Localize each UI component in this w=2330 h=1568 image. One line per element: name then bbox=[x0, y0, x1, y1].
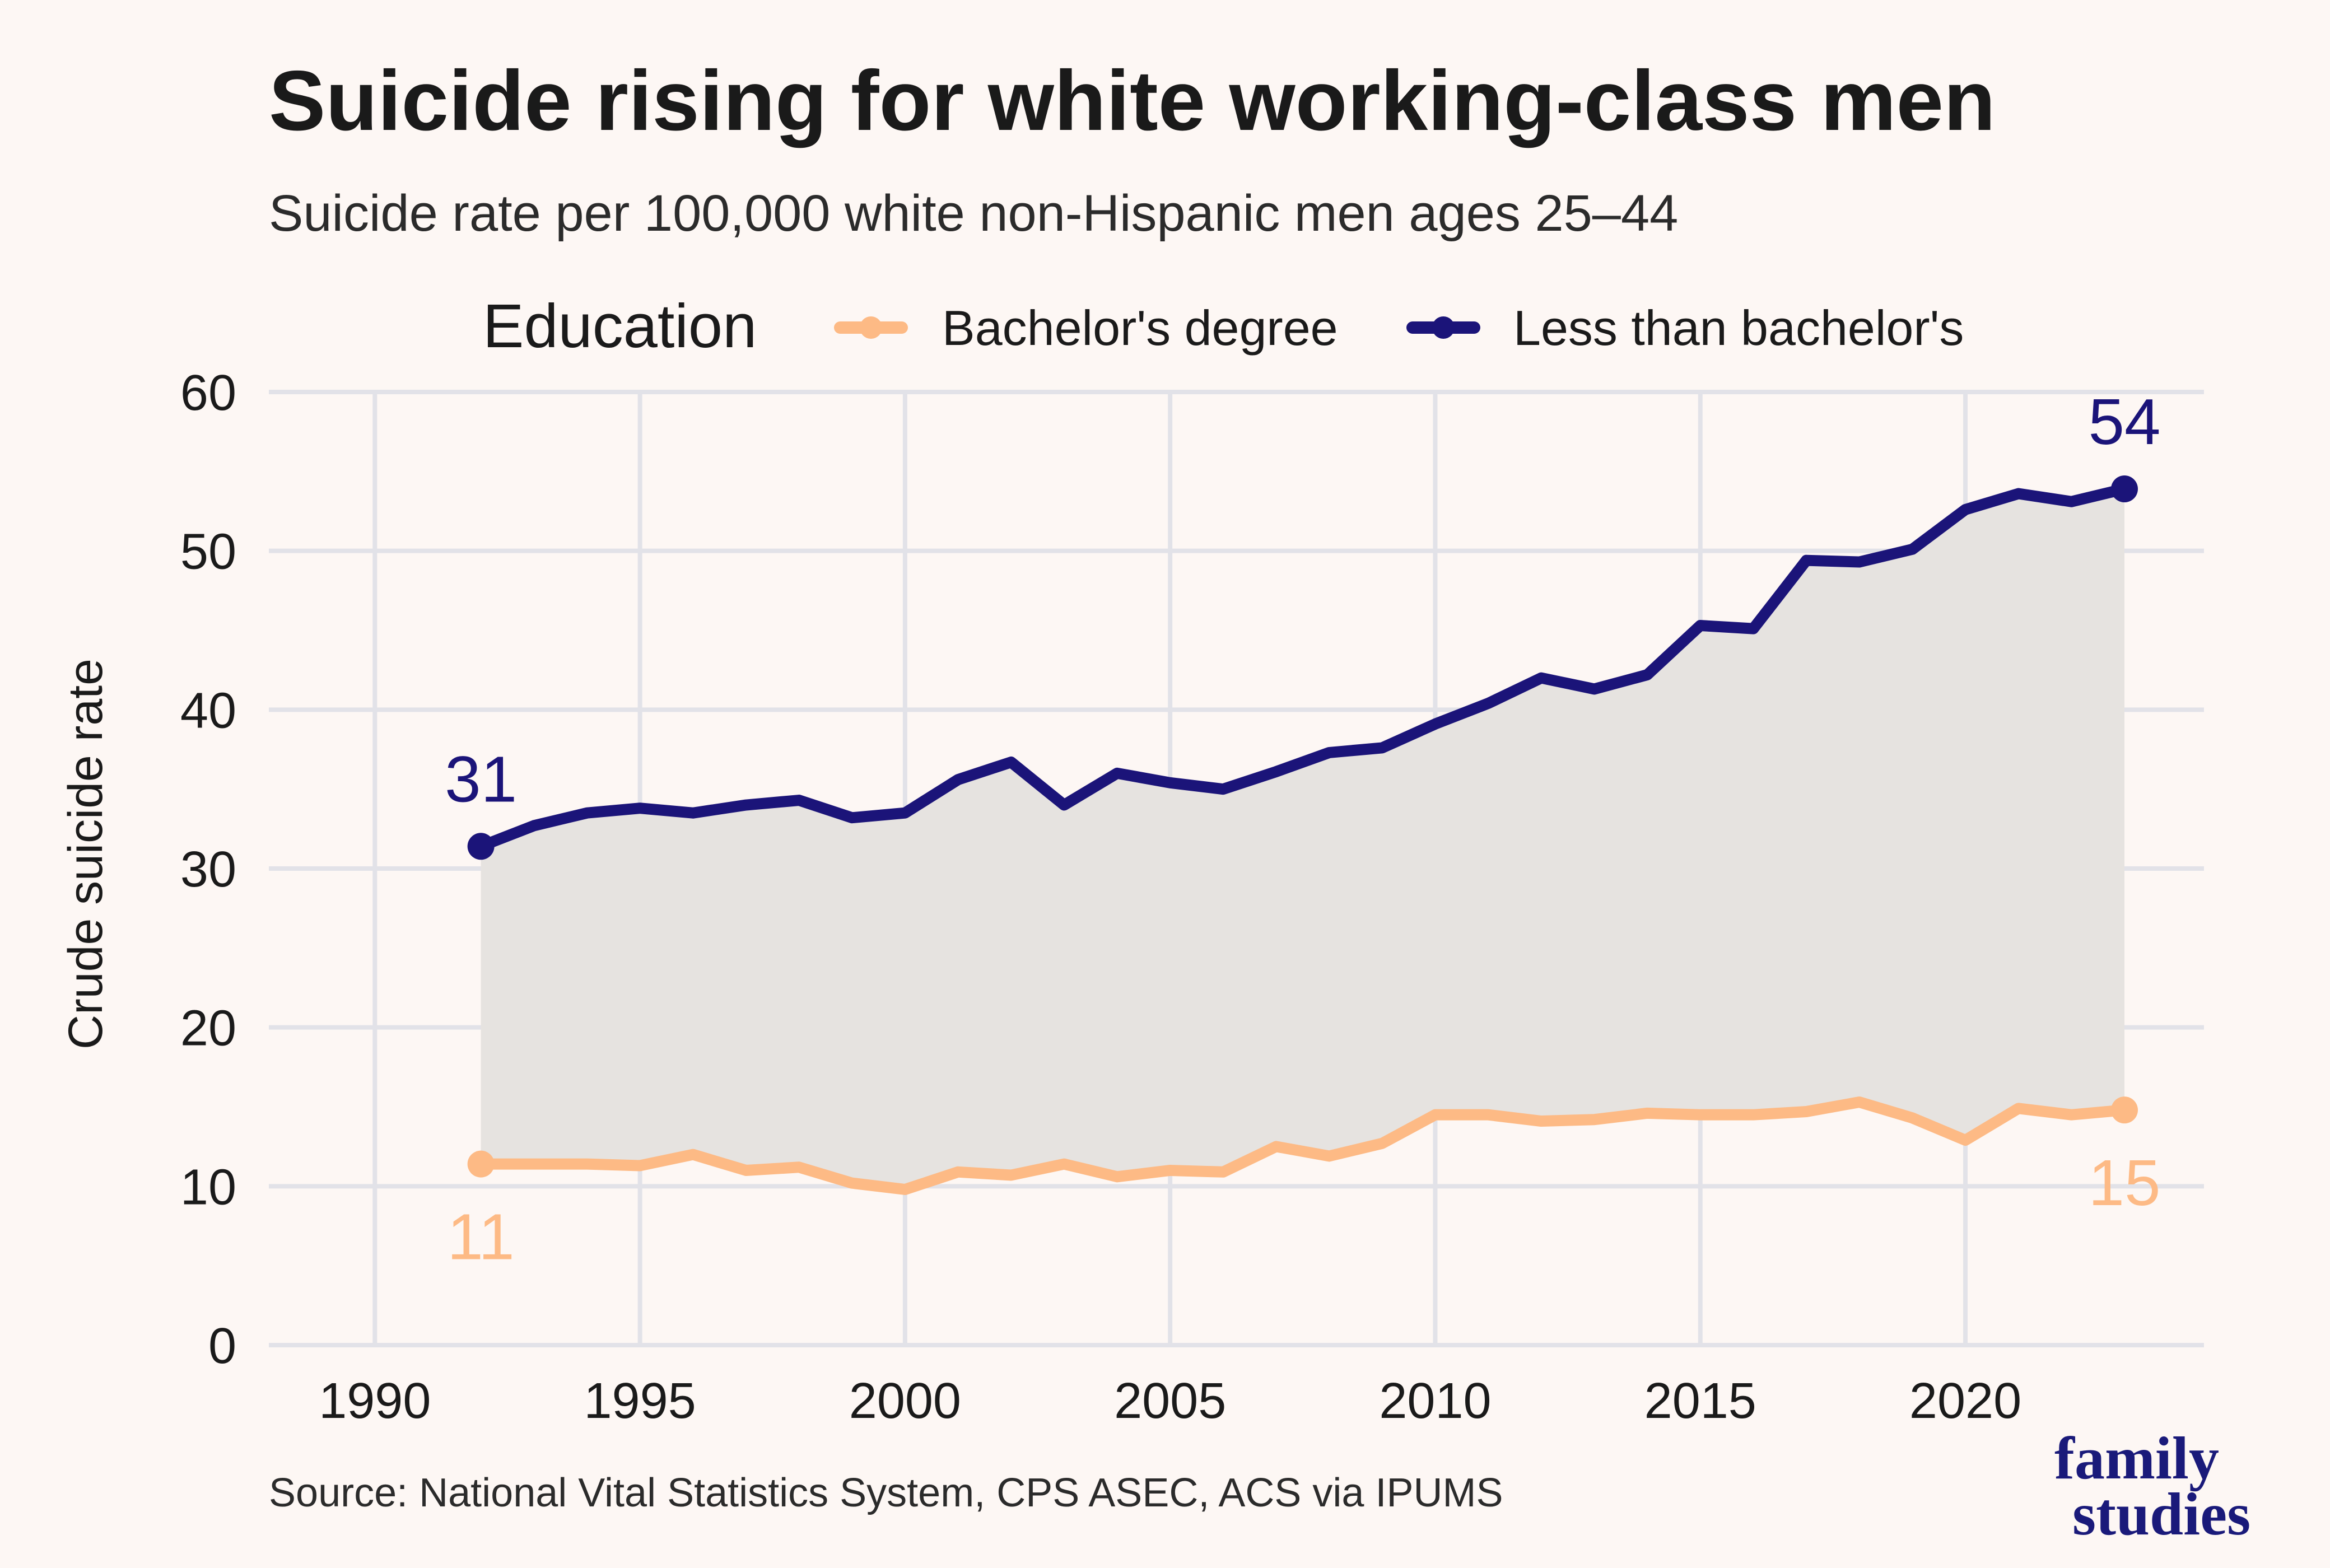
series-line-less-than-bachelors bbox=[475, 483, 2131, 852]
chart-subtitle: Suicide rate per 100,000 white non-Hispa… bbox=[269, 185, 1678, 242]
axes: 0 10 20 30 40 50 60 1990 1995 2000 2005 2010 2015 202… bbox=[180, 365, 2021, 1429]
x-tick-label: 1990 bbox=[319, 1373, 431, 1429]
end-label-bachelors: 15 bbox=[2088, 1146, 2160, 1219]
x-tick-label: 1995 bbox=[584, 1373, 696, 1429]
y-axis-label: Crude suicide rate bbox=[59, 659, 113, 1049]
y-tick-label: 60 bbox=[180, 365, 236, 421]
end-point-bachelors bbox=[2111, 1096, 2138, 1124]
start-label-less-than-bachelors: 31 bbox=[445, 743, 517, 815]
source-note: Source: National Vital Statistics System… bbox=[269, 1471, 1503, 1515]
start-label-bachelors: 11 bbox=[447, 1201, 514, 1273]
y-tick-label: 50 bbox=[180, 524, 236, 580]
logo-line-2: studies bbox=[2072, 1481, 2250, 1548]
y-tick-label: 40 bbox=[180, 683, 236, 739]
x-tick-label: 2020 bbox=[1909, 1373, 2021, 1429]
x-tick-label: 2005 bbox=[1114, 1373, 1226, 1429]
start-point-bachelors bbox=[467, 1150, 495, 1178]
legend-title: Education bbox=[483, 292, 757, 361]
y-tick-label: 30 bbox=[180, 842, 236, 898]
series bbox=[467, 475, 2138, 1196]
y-tick-label: 0 bbox=[208, 1318, 236, 1374]
data-labels: 11 15 31 54 bbox=[445, 385, 2160, 1273]
logo-line-1: family bbox=[2054, 1425, 2219, 1492]
series-line-bachelors bbox=[475, 1096, 2131, 1196]
legend-label-bachelors: Bachelor's degree bbox=[942, 300, 1338, 356]
x-tick-label: 2010 bbox=[1379, 1373, 1491, 1429]
legend-item-bachelors: Bachelor's degree bbox=[834, 300, 1338, 356]
end-label-less-than-bachelors: 54 bbox=[2088, 385, 2160, 458]
chart-title: Suicide rising for white working-class m… bbox=[269, 53, 1996, 148]
gap-area bbox=[481, 489, 2125, 1190]
y-tick-label: 20 bbox=[180, 1001, 236, 1057]
y-tick-label: 10 bbox=[180, 1159, 236, 1215]
legend: Education Bachelor's degree Less than ba… bbox=[483, 292, 1964, 361]
gap-shading bbox=[481, 489, 2125, 1190]
end-point-less-than-bachelors bbox=[2111, 475, 2138, 503]
legend-label-less-than-bachelors: Less than bachelor's bbox=[1513, 300, 1964, 356]
x-tick-label: 2015 bbox=[1644, 1373, 1756, 1429]
start-point-less-than-bachelors bbox=[467, 833, 495, 860]
legend-item-less-than-bachelors: Less than bachelor's bbox=[1406, 300, 1964, 356]
legend-marker-bachelors bbox=[860, 316, 882, 339]
x-tick-label: 2000 bbox=[849, 1373, 961, 1429]
family-studies-logo: family studies bbox=[2054, 1425, 2250, 1548]
legend-marker-less-than-bachelors bbox=[1432, 316, 1455, 339]
